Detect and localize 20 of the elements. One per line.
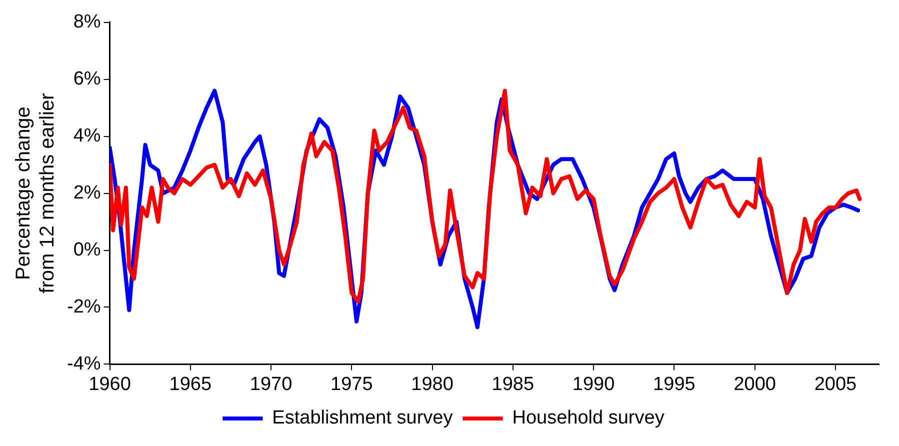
x-tick-label: 1970 xyxy=(250,374,292,395)
x-tick-label: 1990 xyxy=(572,374,615,395)
y-tick-label: 6% xyxy=(73,68,101,90)
x-tick-label: 1995 xyxy=(653,374,696,395)
legend-label: Establishment survey xyxy=(272,408,454,429)
x-tick-label: 1960 xyxy=(88,374,131,395)
x-tick-label: 1980 xyxy=(411,374,454,395)
y-tick-label: 8% xyxy=(73,12,101,33)
x-tick-label: 1985 xyxy=(492,374,534,395)
x-tick-label: 1975 xyxy=(330,374,373,395)
y-tick-label: 4% xyxy=(73,126,101,147)
y-axis-title: Percentage change from 12 months earlier xyxy=(12,92,59,294)
legend-label: Household survey xyxy=(512,408,665,429)
y-tick-label: -4% xyxy=(66,353,101,374)
y-tick-label: -2% xyxy=(66,296,101,318)
y-tick-label: 2% xyxy=(73,182,101,204)
x-tick-label: 1965 xyxy=(169,374,212,395)
x-tick-label: 2005 xyxy=(814,374,857,395)
x-tick-label: 2000 xyxy=(734,374,776,395)
y-tick-label: 0% xyxy=(73,240,101,260)
